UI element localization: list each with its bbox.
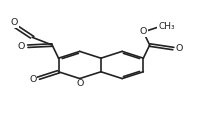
Text: O: O: [76, 79, 83, 88]
Text: O: O: [11, 18, 18, 27]
Text: CH₃: CH₃: [158, 22, 175, 31]
Text: O: O: [18, 42, 25, 51]
Text: O: O: [29, 76, 37, 84]
Text: O: O: [176, 44, 183, 53]
Text: O: O: [140, 27, 147, 36]
